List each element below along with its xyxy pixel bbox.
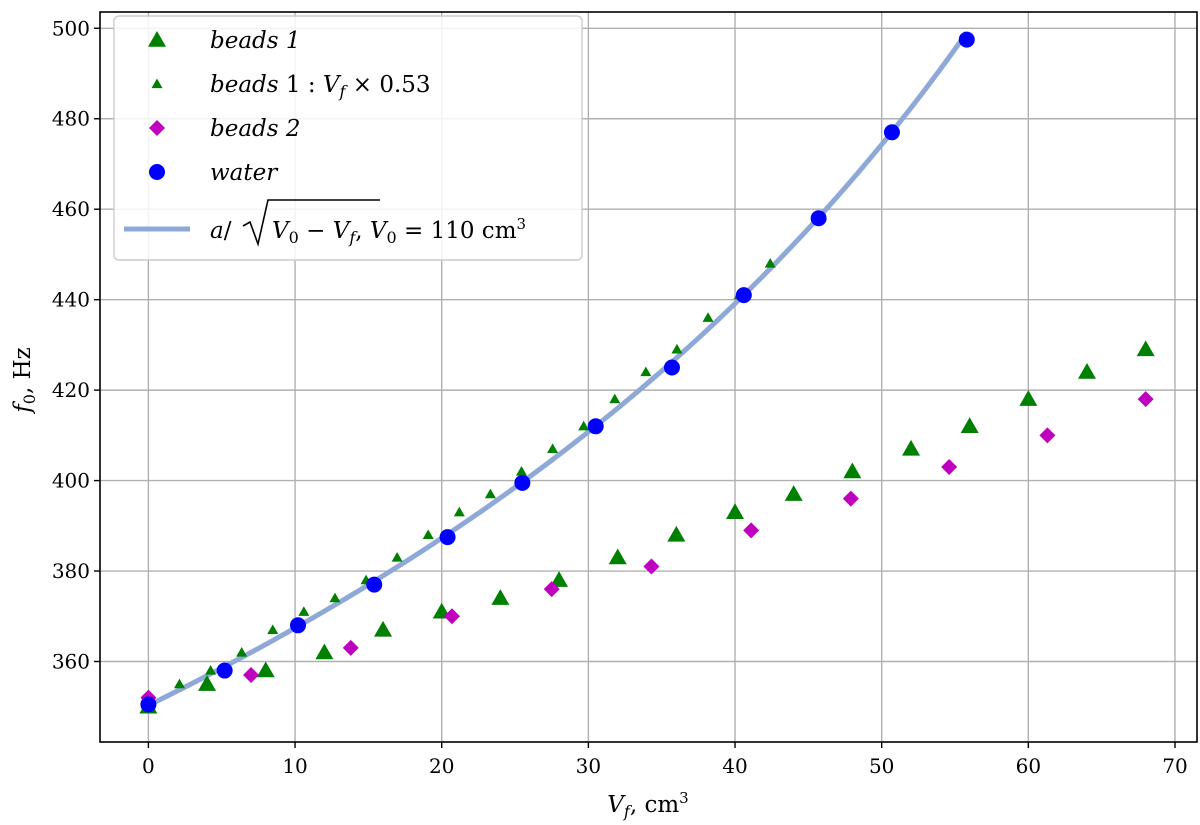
beads-2-point xyxy=(842,490,859,507)
svg-text:V0 − Vf, V0 = 110 cm3: V0 − Vf, V0 = 110 cm3 xyxy=(272,215,526,247)
legend-label-beads-1-scaled: beads 1 : Vf × 0.53 xyxy=(210,72,431,101)
beads-1-scaled-point xyxy=(391,551,403,562)
beads-1-scaled-point xyxy=(547,443,559,454)
beads-1-point xyxy=(491,589,510,605)
y-tick-label: 440 xyxy=(52,288,90,312)
x-tick-label: 60 xyxy=(1016,754,1041,778)
legend-label-water: water xyxy=(210,160,279,186)
beads-1-point xyxy=(374,620,393,637)
x-tick-label: 40 xyxy=(722,754,747,778)
beads-1-scaled-point xyxy=(205,665,217,675)
x-tick-label: 70 xyxy=(1162,754,1187,778)
x-tick-label: 50 xyxy=(869,754,894,778)
beads-1-point xyxy=(256,661,275,678)
beads-1-point xyxy=(726,503,745,519)
beads-2-point xyxy=(941,459,958,476)
water-point xyxy=(514,474,531,491)
beads-2-point xyxy=(643,558,660,575)
y-tick-label: 380 xyxy=(52,559,90,583)
beads-1-point xyxy=(960,417,979,434)
legend-swatches xyxy=(124,31,190,232)
beads-1-scaled-point xyxy=(702,312,714,322)
y-tick-label: 480 xyxy=(52,107,90,131)
beads-1-scaled-point xyxy=(671,343,683,354)
axis-ticks: 0 10 20 30 40 50 60 70 360 380 400 420 440 460 480 500 xyxy=(52,16,1188,778)
beads-1-point xyxy=(1019,390,1038,406)
beads-1-scaled-point xyxy=(422,529,434,539)
water-point xyxy=(735,287,752,304)
y-tick-label: 420 xyxy=(52,378,90,402)
beads-1-scaled-point xyxy=(515,466,527,476)
water-point xyxy=(289,617,306,634)
y-tick-label: 500 xyxy=(52,16,90,40)
beads-2-point xyxy=(543,581,560,598)
legend-label-beads-1: beads 1 xyxy=(210,28,301,54)
beads-1-scaled-point xyxy=(236,646,248,657)
beads-1-point xyxy=(1136,340,1155,357)
beads-2-point xyxy=(743,522,760,539)
legend-label-beads-2: beads 2 xyxy=(210,116,301,142)
x-tick-label: 20 xyxy=(429,754,454,778)
x-axis-title: Vf, cm3 xyxy=(607,789,688,821)
beads-2-point xyxy=(443,608,460,625)
beads-1-scaled-point xyxy=(298,606,310,616)
fit-curve-layer xyxy=(147,31,969,708)
legend-swatch-water-point xyxy=(149,164,165,180)
legend-box xyxy=(113,15,583,261)
beads-1-scaled-point xyxy=(173,678,185,689)
y-tick-label: 460 xyxy=(52,197,90,221)
beads-1-point xyxy=(902,439,921,456)
beads-1-scaled-point xyxy=(267,624,279,634)
water-point xyxy=(883,124,900,141)
beads-2-point xyxy=(342,639,359,656)
legend-swatch-beads-1-point xyxy=(148,31,166,47)
water-point xyxy=(140,696,157,713)
svg-text:a/: a/ xyxy=(210,218,232,244)
legend-swatch-beads-2-point xyxy=(149,120,165,136)
water-point xyxy=(958,31,975,48)
water-point xyxy=(587,418,604,435)
beads-2-point xyxy=(1039,427,1056,444)
beads-1-point xyxy=(198,675,217,691)
beads-1-point xyxy=(667,525,686,542)
beads-2-point xyxy=(243,667,260,684)
legend: beads 1 beads 1 : Vf × 0.53 beads 2 wate… xyxy=(113,15,583,261)
water-point xyxy=(810,210,827,227)
beads-1-point xyxy=(1078,363,1097,379)
beads-1-point xyxy=(315,643,334,660)
beads-1-scaled-point xyxy=(453,506,465,517)
y-tick-label: 360 xyxy=(52,649,90,673)
data-markers xyxy=(139,31,1155,714)
beads-1-scaled-point xyxy=(329,592,341,603)
x-tick-label: 10 xyxy=(282,754,307,778)
x-tick-label: 0 xyxy=(142,754,155,778)
water-point xyxy=(216,662,233,679)
beads-2-point xyxy=(1137,391,1154,408)
y-axis-title: f0, Hz xyxy=(10,347,39,415)
water-point xyxy=(663,359,680,376)
beads-1-point xyxy=(550,571,569,587)
water-point xyxy=(439,529,456,546)
legend-label-fit: a/ V0 − Vf, V0 = 110 cm3 xyxy=(210,199,526,247)
beads-1-scaled-point xyxy=(484,488,496,499)
y-tick-label: 400 xyxy=(52,469,90,493)
beads-1-scaled-point xyxy=(764,257,776,268)
beads-1-scaled-point xyxy=(609,393,621,404)
beads-1-point xyxy=(843,462,862,479)
beads-1-scaled-point xyxy=(640,366,652,377)
water-point xyxy=(366,576,383,593)
plot-frame xyxy=(99,11,1198,743)
beads-1-point xyxy=(784,485,803,501)
legend-swatch-beads-1-scaled-point xyxy=(151,78,163,89)
x-tick-label: 30 xyxy=(576,754,601,778)
fit-curve xyxy=(147,31,969,708)
beads-1-scaled-point xyxy=(578,420,590,431)
beads-1-point xyxy=(608,548,627,565)
